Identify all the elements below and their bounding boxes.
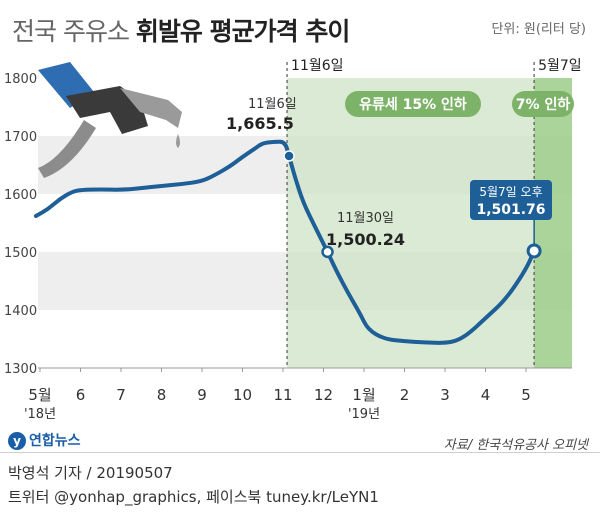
fuel-nozzle-icon bbox=[38, 62, 182, 178]
x-tick-label: 5 bbox=[521, 386, 531, 404]
y-tick-label: 1500 bbox=[4, 246, 37, 261]
period-band-7pct bbox=[534, 78, 572, 368]
logo-mark-icon: y bbox=[8, 432, 26, 450]
x-tick-label: 12 bbox=[314, 386, 333, 404]
annot-may7-value: 1,501.76 bbox=[476, 202, 545, 218]
title-prefix: 전국 주유소 bbox=[12, 17, 130, 46]
price-line bbox=[33, 139, 537, 345]
x-tick-label: 7 bbox=[116, 386, 126, 404]
x-tick-label: 6 bbox=[76, 386, 86, 404]
y-tick-label: 1600 bbox=[4, 188, 37, 203]
social-line: 트위터 @yonhap_graphics, 페이스북 tuney.kr/LeYN… bbox=[8, 488, 379, 506]
y-tick-label: 1400 bbox=[4, 304, 37, 319]
annot-nov30-date: 11월30일 bbox=[337, 211, 394, 226]
point-nov6 bbox=[283, 150, 295, 162]
period-pill-7pct-bg bbox=[512, 91, 574, 117]
annot-may7-callout bbox=[470, 180, 552, 220]
x-tick-label: 5월 bbox=[28, 386, 51, 404]
period-pill-15pct-bg bbox=[345, 91, 481, 117]
x-tick-sublabel: '19년 bbox=[348, 407, 380, 420]
x-tick-label: 11 bbox=[273, 386, 292, 404]
reporter-line: 박영석 기자 / 20190507 bbox=[8, 464, 173, 482]
period-band-15pct bbox=[287, 78, 535, 368]
x-tick-label: 4 bbox=[481, 386, 491, 404]
annot-may7-date: 5월7일 오후 bbox=[479, 185, 542, 199]
y-tick-label: 1800 bbox=[4, 72, 37, 87]
line-chart: 1300 1400 1500 1600 1700 1800 5월 '18년 6 7 8 9 10 11 12… bbox=[4, 58, 582, 420]
period-pill-15pct-label: 유류세 15% 인하 bbox=[359, 96, 467, 113]
logo-text: 연합뉴스 bbox=[29, 433, 81, 449]
annot-nov6-value: 1,665.5 bbox=[226, 114, 294, 133]
x-tick-label: 10 bbox=[233, 386, 252, 404]
x-tick-label: 2 bbox=[400, 386, 410, 404]
point-nov30 bbox=[321, 245, 334, 259]
marker-label: 5월7일 bbox=[538, 58, 582, 74]
unit-note: 단위: 원(리터 당) bbox=[491, 22, 586, 37]
annot-nov6-date: 11월6일 bbox=[248, 97, 297, 112]
x-tick-label: 9 bbox=[197, 386, 207, 404]
yonhap-logo: y 연합뉴스 bbox=[8, 430, 81, 450]
footer-divider bbox=[0, 452, 600, 453]
period-pill-7pct-label: 7% 인하 bbox=[516, 96, 571, 113]
data-source: 자료/ 한국석유공사 오피넷 bbox=[443, 438, 588, 453]
annot-nov30-value: 1,500.24 bbox=[326, 230, 405, 249]
title-main: 휘발유 평균가격 추이 bbox=[135, 17, 350, 46]
point-may7 bbox=[526, 243, 542, 259]
marker-label: 11월6일 bbox=[291, 58, 343, 74]
x-tick-sublabel: '18년 bbox=[24, 407, 56, 420]
y-tick-label: 1300 bbox=[4, 362, 37, 377]
x-tick-label: 1월 bbox=[352, 386, 375, 404]
x-tick-label: 8 bbox=[157, 386, 167, 404]
y-tick-label: 1700 bbox=[4, 130, 37, 145]
chart-title: 전국 주유소 휘발유 평균가격 추이 bbox=[12, 12, 350, 48]
x-tick-label: 3 bbox=[440, 386, 450, 404]
